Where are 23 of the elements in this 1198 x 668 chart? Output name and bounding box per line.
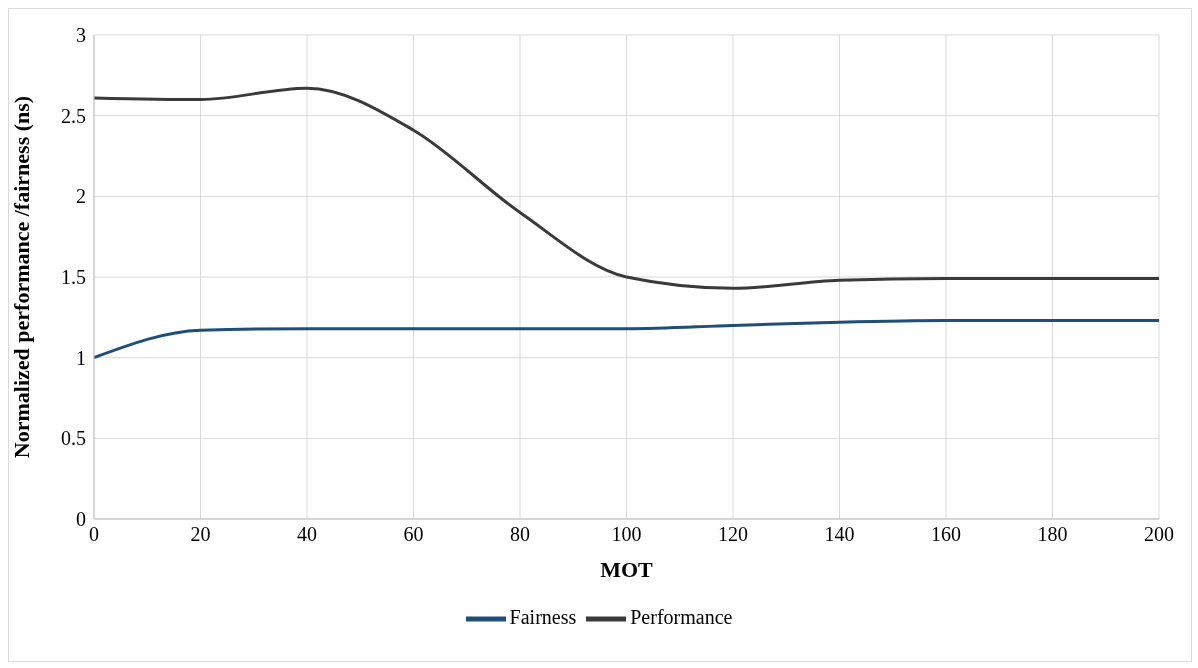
x-tick-label: 160: [931, 523, 961, 546]
x-axis-title: MOT: [600, 557, 654, 582]
y-axis-title: Normalized performance /fairness (ns): [8, 95, 34, 459]
line-series: [94, 319, 1159, 360]
legend-label: Fairness: [509, 605, 577, 628]
x-tick-label: 200: [1144, 523, 1174, 546]
y-tick-label: 0: [76, 508, 86, 531]
y-tick-label: 2: [76, 185, 86, 208]
x-tick-label: 100: [611, 523, 642, 546]
x-tick-label: 60: [403, 523, 424, 546]
x-tick-label: 180: [1037, 523, 1068, 546]
x-tick-label: 40: [297, 523, 317, 546]
y-tick-label: 1.5: [61, 266, 86, 289]
y-tick-label: 0.5: [61, 427, 86, 450]
x-tick-label: 140: [824, 523, 855, 546]
y-tick-label: 3: [76, 24, 86, 47]
x-tick-label: 80: [510, 523, 530, 546]
x-tick-label: 120: [718, 523, 748, 546]
line-series: [94, 86, 1159, 290]
legend-label: Performance: [630, 605, 733, 628]
y-tick-label: 2.5: [61, 104, 86, 127]
x-tick-label: 20: [190, 523, 211, 546]
y-tick-label: 1: [76, 346, 86, 369]
